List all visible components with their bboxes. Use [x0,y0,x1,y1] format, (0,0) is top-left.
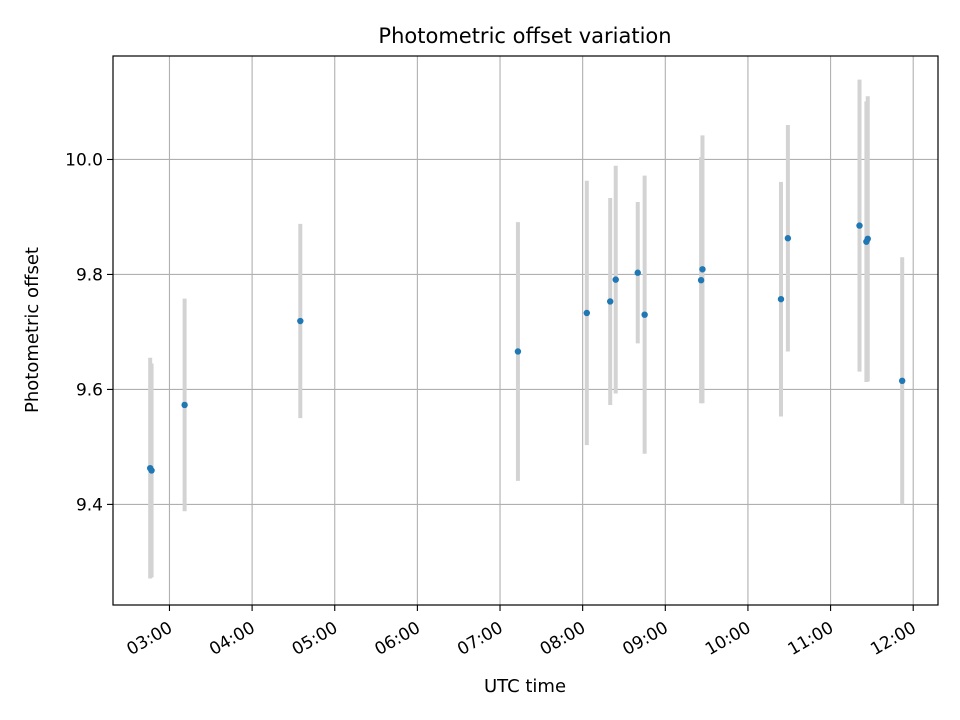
plot-area-frame [112,55,939,606]
data-point [641,311,648,318]
data-point [777,295,785,303]
chart-title: Photometric offset variation [378,24,671,48]
data-point [898,377,906,385]
data-point [634,269,641,276]
y-axis-label: Photometric offset [22,247,43,413]
data-point [583,309,590,317]
y-axis-ticks: 9.4 9.6 9.8 10.0 [65,150,113,515]
grid-lines [113,56,938,605]
y-tick-label: 9.4 [76,495,103,515]
data-point [699,266,706,273]
data-point [856,222,863,229]
data-point [784,235,792,242]
data-point [514,348,522,355]
data-points [146,222,906,474]
data-point [181,401,188,409]
y-tick-label: 10.0 [65,150,103,170]
x-axis-label: UTC time [484,676,566,697]
data-point [148,467,155,474]
data-point [864,235,871,243]
data-point [297,317,304,325]
y-tick-label: 9.6 [76,380,103,400]
data-point [607,298,614,305]
y-tick-label: 9.8 [76,265,103,285]
data-point [697,276,705,284]
data-point [612,276,619,283]
